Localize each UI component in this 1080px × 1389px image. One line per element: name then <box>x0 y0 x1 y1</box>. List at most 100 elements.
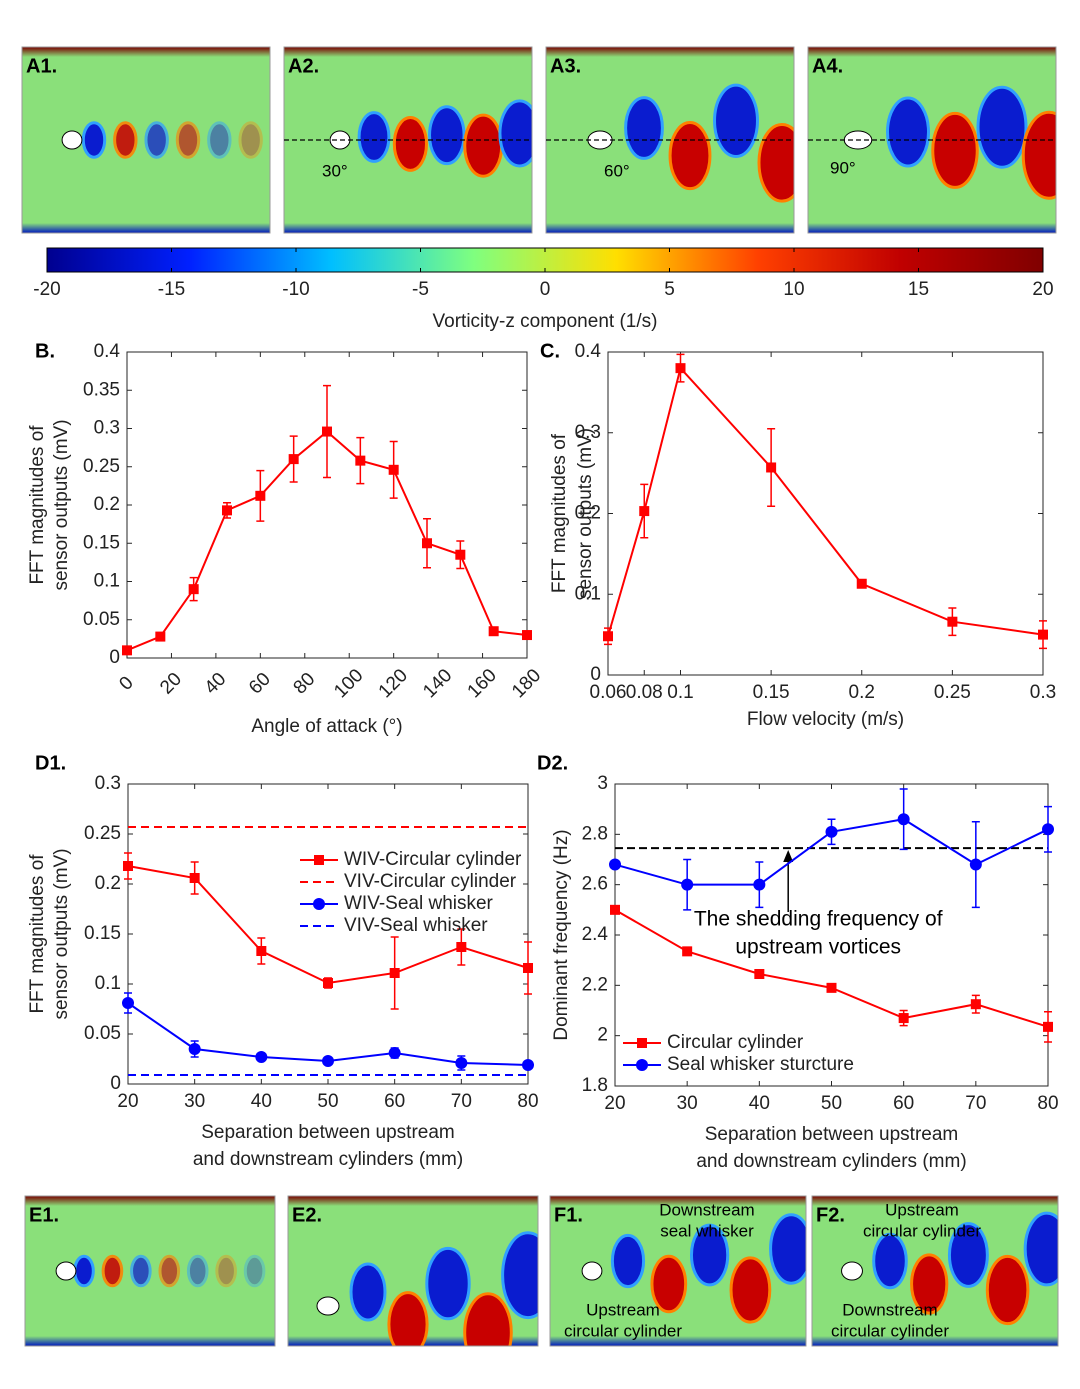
y-tick-label: 0.3 <box>575 422 601 443</box>
vortex <box>144 121 169 159</box>
data-point <box>856 578 867 589</box>
data-point <box>523 963 533 973</box>
x-axis-label: Flow velocity (m/s) <box>747 709 904 730</box>
x-tick-label: 60 <box>245 669 275 699</box>
cylinder <box>316 1296 340 1316</box>
cylinder <box>581 1261 603 1281</box>
wall-top <box>812 1196 1058 1206</box>
data-point <box>754 969 765 980</box>
legend-label: VIV-Circular cylinder <box>344 871 517 892</box>
vortex <box>158 1254 181 1288</box>
vortex <box>757 122 794 203</box>
vortex <box>501 1231 538 1320</box>
data-point <box>970 999 981 1010</box>
data-point <box>1043 1021 1053 1032</box>
legend-marker <box>313 898 325 910</box>
x-tick-label: 0.08 <box>626 682 663 703</box>
y-axis-label: Dominant frequency (Hz) <box>551 829 572 1040</box>
annotation: Downstream <box>659 1200 754 1219</box>
y-tick-label: 0.35 <box>83 379 120 400</box>
data-point <box>610 904 620 915</box>
y-tick-label: 0.4 <box>94 341 121 362</box>
y-tick-label: 0.2 <box>575 503 601 524</box>
vortex <box>668 121 712 191</box>
vortex <box>207 121 232 159</box>
data-point <box>947 616 958 627</box>
vortex <box>910 1253 949 1315</box>
y-tick-label: 0.1 <box>95 973 121 994</box>
x-axis-label: and downstream cylinders (mm) <box>696 1151 966 1172</box>
x-tick-label: 5 <box>664 279 675 300</box>
annotation: circular cylinder <box>564 1321 682 1340</box>
y-tick-label: 0.1 <box>575 583 601 604</box>
y-tick-label: 2 <box>597 1025 608 1046</box>
vortex <box>713 83 759 158</box>
y-tick-label: 0 <box>109 647 120 668</box>
vortex <box>81 121 107 159</box>
vortex <box>689 1223 730 1287</box>
x-tick-label: 40 <box>201 669 231 699</box>
legend-label: Circular cylinder <box>667 1032 804 1053</box>
x-tick-label: 40 <box>749 1093 770 1114</box>
panel-frame <box>287 1195 539 1347</box>
vortex <box>610 1233 646 1289</box>
panel-label: A2. <box>288 55 319 77</box>
data-point <box>322 1055 334 1067</box>
y-tick-label: 0.4 <box>575 341 602 362</box>
x-tick-label: 120 <box>375 665 412 702</box>
data-point <box>675 363 686 374</box>
x-tick-label: 80 <box>517 1091 538 1112</box>
x-tick-label: 30 <box>677 1093 698 1114</box>
x-tick-label: 140 <box>419 665 456 702</box>
data-point <box>255 490 266 501</box>
x-tick-label: 180 <box>508 665 545 702</box>
y-tick-label: 0.05 <box>83 609 120 630</box>
wall-bottom <box>25 1336 275 1346</box>
vortex <box>931 111 979 189</box>
panel-label: E1. <box>29 1204 59 1226</box>
y-axis-label: FFT magnitudes of <box>27 425 48 585</box>
wall-top <box>284 47 532 57</box>
y-tick-label: 0.3 <box>95 773 121 794</box>
data-point <box>522 1059 534 1071</box>
vortex <box>428 105 466 166</box>
x-tick-label: 20 <box>1032 279 1053 300</box>
panel-frame <box>811 1195 1059 1347</box>
annotation: seal whisker <box>660 1221 754 1240</box>
vortex <box>729 1256 772 1324</box>
data-point <box>189 873 200 883</box>
panel-frame <box>21 46 271 234</box>
x-tick-label: 0.1 <box>667 682 693 703</box>
vortex <box>392 115 428 172</box>
y-tick-label: 2.2 <box>582 974 608 995</box>
y-tick-label: 2.6 <box>582 874 608 895</box>
data-point <box>681 878 694 891</box>
data-point <box>323 978 333 988</box>
data-point <box>455 549 466 560</box>
data-point <box>123 861 133 871</box>
cylinder <box>841 1261 863 1281</box>
annotation: The shedding frequency of <box>694 908 943 931</box>
data-point <box>455 1057 468 1069</box>
data-point <box>969 858 982 871</box>
vortex <box>1021 110 1056 200</box>
wall-top <box>550 1196 806 1206</box>
x-tick-label: 50 <box>317 1091 338 1112</box>
panel-frame <box>24 1195 276 1347</box>
x-axis-label: and downstream cylinders (mm) <box>193 1149 463 1170</box>
vortex <box>357 111 391 163</box>
data-point <box>122 645 132 656</box>
cylinder <box>55 1261 77 1281</box>
wall-bottom <box>550 1336 806 1346</box>
vortex <box>425 1246 471 1321</box>
y-tick-label: 0.2 <box>95 873 121 894</box>
y-tick-label: 2.4 <box>582 924 609 945</box>
legend-marker <box>637 1038 647 1048</box>
legend-label: WIV-Circular cylinder <box>344 849 522 870</box>
data-point <box>288 454 299 465</box>
annotation: 30° <box>322 161 348 180</box>
x-tick-label: 0.06 <box>590 682 627 703</box>
x-tick-label: 80 <box>290 669 320 699</box>
panel-frame <box>549 1195 807 1347</box>
panel-label: A3. <box>550 55 581 77</box>
